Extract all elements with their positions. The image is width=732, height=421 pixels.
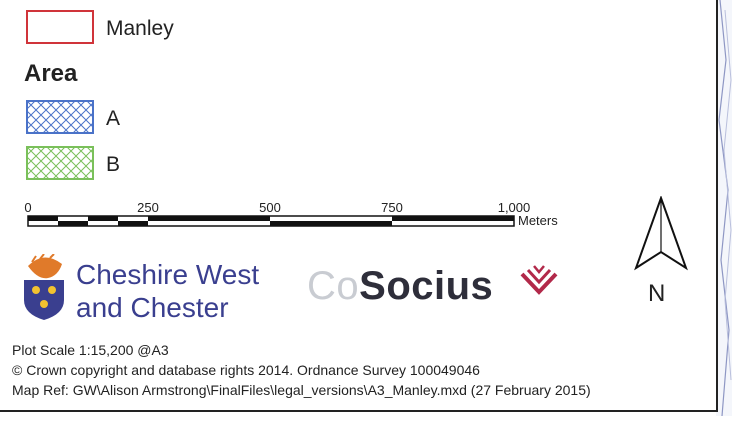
scale-tick-500: 500 [259,200,281,215]
scale-seg [148,216,270,221]
legend-panel: Manley Area A B 0 250 500 750 1,000 [0,0,718,412]
area-a-label: A [106,107,121,130]
cosocius-logo: CoSocius [307,264,493,309]
map-edge [716,0,732,417]
cosocius-prefix: Co [307,264,360,308]
cosocius-chevron-icon [520,265,558,295]
scale-tick-1000: 1,000 [498,200,531,215]
council-crest-logo [24,254,64,320]
scale-bar: 0 250 500 750 1,000 Meters [24,200,558,228]
map-footer: Plot Scale 1:15,200 @A3 © Crown copyrigh… [12,340,591,400]
scale-tick-750: 750 [381,200,403,215]
scale-tick-250: 250 [137,200,159,215]
map-reference: Map Ref: GW\Alison Armstrong\FinalFiles\… [12,382,591,398]
scale-seg [118,221,148,226]
scale-seg [392,216,514,221]
copyright-notice: © Crown copyright and database rights 20… [12,362,480,378]
map-edge-graphic [718,0,732,417]
boundary-swatch [26,10,94,44]
area-a-swatch [26,100,94,134]
council-name: Cheshire West and Chester [76,258,259,324]
scale-tick-0: 0 [24,200,31,215]
boundary-label: Manley [106,17,174,40]
scale-seg [88,216,118,221]
north-label: N [648,280,666,307]
scale-seg [58,221,88,226]
scale-unit: Meters [518,213,558,228]
area-heading: Area [24,60,78,87]
area-b-label: B [106,153,121,176]
scale-seg [28,216,58,221]
cosocius-name: Socius [359,264,494,308]
area-b-swatch [26,146,94,180]
plot-scale: Plot Scale 1:15,200 @A3 [12,342,169,358]
scale-seg [270,221,392,226]
north-arrow-icon [634,196,688,271]
council-name-line1: Cheshire West [76,259,260,290]
council-name-line2: and Chester [76,292,229,323]
